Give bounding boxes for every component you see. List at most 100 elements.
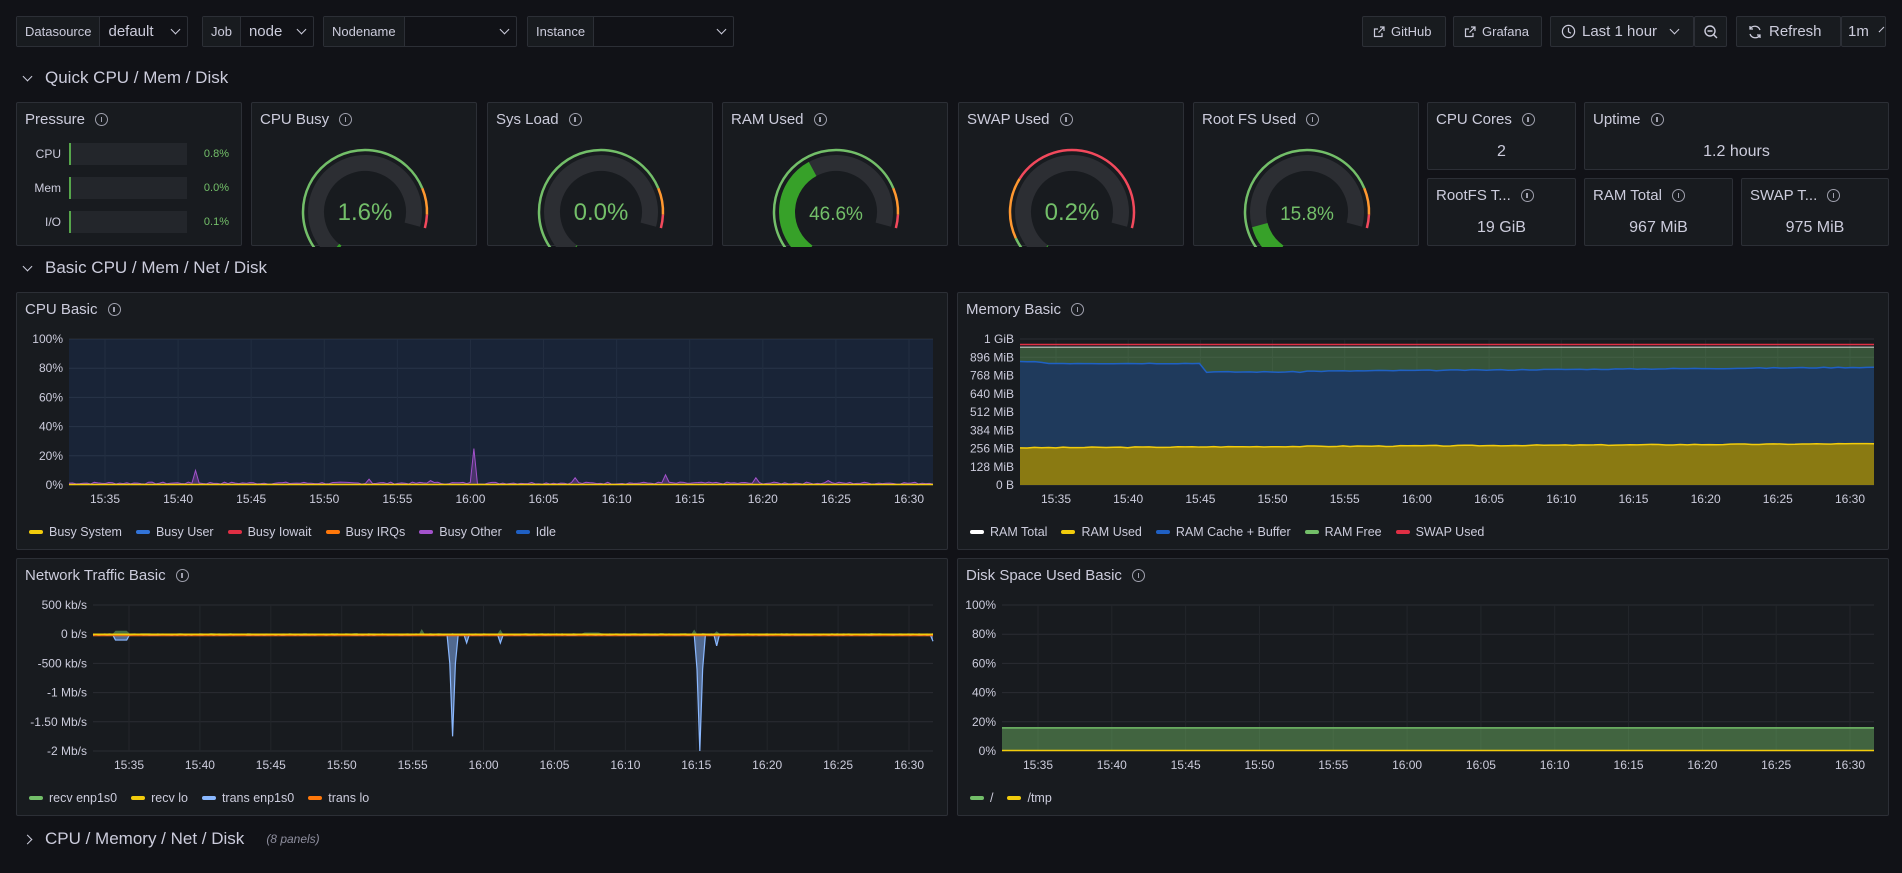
pressure-bar-fill	[69, 177, 72, 199]
info-icon[interactable]	[1650, 113, 1664, 126]
info-icon[interactable]	[339, 113, 353, 126]
x-tick-label: 15:40	[185, 758, 215, 772]
legend-label: RAM Total	[990, 525, 1048, 539]
legend-item[interactable]: RAM Total	[970, 525, 1047, 539]
stat-value: 2	[1497, 143, 1506, 160]
y-tick-label: 40%	[39, 420, 63, 434]
gauge-value-arc	[1252, 222, 1284, 247]
info-icon[interactable]	[95, 113, 109, 126]
y-tick-label: 0 B	[996, 478, 1014, 492]
x-tick-label: 16:05	[529, 492, 559, 506]
gauge-panel: RAM Used 46.6%	[722, 102, 948, 247]
info-icon[interactable]	[1071, 303, 1085, 316]
x-tick-label: 16:30	[1835, 492, 1865, 506]
legend-label: RAM Cache + Buffer	[1175, 525, 1291, 539]
legend-item[interactable]: /tmp	[1007, 791, 1052, 805]
grafana-link-button[interactable]: Grafana	[1453, 16, 1542, 47]
legend-item[interactable]: RAM Free	[1304, 525, 1382, 539]
x-tick-label: 15:45	[1185, 492, 1215, 506]
row-quick-cpu-mem-disk[interactable]: Quick CPU / Mem / Disk	[22, 68, 228, 88]
pressure-bar	[69, 177, 187, 199]
y-tick-label: -500 kb/s	[38, 656, 87, 670]
x-tick-label: 15:35	[1023, 758, 1053, 772]
info-icon[interactable]	[1059, 113, 1073, 126]
legend-item[interactable]: trans lo	[308, 791, 369, 805]
disk-space-used-basic-legend: / /tmp	[970, 791, 1052, 805]
y-tick-label: 128 MiB	[970, 460, 1014, 474]
info-icon[interactable]	[1306, 113, 1320, 126]
x-tick-label: 15:35	[1041, 492, 1071, 506]
legend-item[interactable]: RAM Cache + Buffer	[1155, 525, 1291, 539]
cpu-basic-chart[interactable]: 100% 80% 60% 40% 20% 0% 15:35 15:40 15:45 15:50 15…	[17, 327, 949, 547]
chevron-down-icon	[22, 261, 33, 271]
x-tick-label: 15:55	[398, 758, 428, 772]
gauge: 15.8%	[1243, 148, 1371, 247]
x-tick-label: 16:00	[455, 492, 485, 506]
legend-item[interactable]: Busy System	[29, 525, 122, 539]
legend-item[interactable]: Busy IRQs	[325, 525, 405, 539]
info-icon[interactable]	[568, 113, 582, 126]
y-tick-label: 80%	[39, 361, 63, 375]
cpu-basic-legend: Busy System Busy User Busy Iowait Busy IRQs…	[29, 525, 556, 539]
x-tick-label: 15:40	[163, 492, 193, 506]
zoom-out-button[interactable]	[1694, 16, 1727, 47]
x-tick-label: 16:15	[1614, 758, 1644, 772]
x-tick-label: 15:40	[1097, 758, 1127, 772]
legend-item[interactable]: Busy Iowait	[227, 525, 312, 539]
x-tick-label: 15:55	[1330, 492, 1360, 506]
row-cpu-memory-net-disk[interactable]: CPU / Memory / Net / Disk (8 panels)	[22, 829, 320, 849]
legend-item[interactable]: Busy Other	[419, 525, 502, 539]
github-link-button[interactable]: GitHub	[1362, 16, 1446, 47]
network-traffic-basic-chart[interactable]: 500 kb/s 0 b/s -500 kb/s -1 Mb/s -1.50 Mb/s -…	[17, 593, 949, 813]
instance-select[interactable]	[594, 17, 733, 46]
time-range-picker[interactable]: Last 1 hour	[1550, 16, 1694, 47]
legend-swatch	[1155, 530, 1170, 534]
info-icon[interactable]	[1827, 189, 1841, 202]
legend-item[interactable]: recv enp1s0	[29, 791, 117, 805]
nodename-select[interactable]	[405, 17, 516, 46]
x-tick-label: 15:45	[236, 492, 266, 506]
info-icon[interactable]	[1131, 569, 1145, 582]
info-icon[interactable]	[1521, 113, 1535, 126]
stat-value: 967 MiB	[1629, 219, 1688, 236]
legend-swatch	[1304, 530, 1319, 534]
x-tick-label: 15:50	[1244, 758, 1274, 772]
job-variable[interactable]: Job node	[202, 16, 314, 47]
legend-item[interactable]: trans enp1s0	[201, 791, 294, 805]
legend-label: Busy User	[155, 525, 214, 539]
refresh-button[interactable]: Refresh	[1736, 16, 1841, 47]
info-icon[interactable]	[175, 569, 189, 582]
info-icon[interactable]	[813, 113, 827, 126]
job-select[interactable]: node	[241, 17, 313, 46]
refresh-interval-select[interactable]: 1m	[1841, 16, 1886, 47]
chevron-down-icon	[716, 24, 727, 35]
legend-item[interactable]: /	[970, 791, 993, 805]
info-icon[interactable]	[1520, 189, 1534, 202]
chevron-down-icon	[170, 24, 181, 35]
chevron-right-icon	[22, 834, 33, 844]
legend-swatch	[135, 530, 150, 534]
datasource-select[interactable]: default	[100, 17, 187, 46]
row-basic-cpu-mem-net-disk[interactable]: Basic CPU / Mem / Net / Disk	[22, 258, 267, 278]
gauge-value-arc	[779, 161, 817, 247]
disk-space-used-basic-chart[interactable]: 100% 80% 60% 40% 20% 0% 15:35 15:40 15:45 15:50 15…	[958, 593, 1890, 813]
info-icon[interactable]	[1671, 189, 1685, 202]
job-label: Job	[203, 17, 241, 46]
pressure-bar	[69, 143, 187, 165]
legend-item[interactable]: SWAP Used	[1395, 525, 1484, 539]
memory-basic-chart[interactable]: 1 GiB 896 MiB 768 MiB 640 MiB 512 MiB 384 MiB…	[958, 327, 1890, 547]
legend-swatch	[201, 796, 216, 800]
gauge-value: 46.6%	[809, 204, 863, 225]
legend-item[interactable]: Idle	[515, 525, 556, 539]
info-icon[interactable]	[107, 303, 121, 316]
legend-item[interactable]: recv lo	[131, 791, 188, 805]
x-tick-label: 16:30	[1835, 758, 1865, 772]
datasource-variable[interactable]: Datasource default	[16, 16, 188, 47]
x-tick-label: 15:50	[1258, 492, 1288, 506]
x-tick-label: 16:25	[1761, 758, 1791, 772]
legend-item[interactable]: Busy User	[135, 525, 214, 539]
instance-variable[interactable]: Instance	[527, 16, 734, 47]
legend-swatch	[970, 530, 984, 534]
legend-item[interactable]: RAM Used	[1061, 525, 1142, 539]
nodename-variable[interactable]: Nodename	[323, 16, 517, 47]
